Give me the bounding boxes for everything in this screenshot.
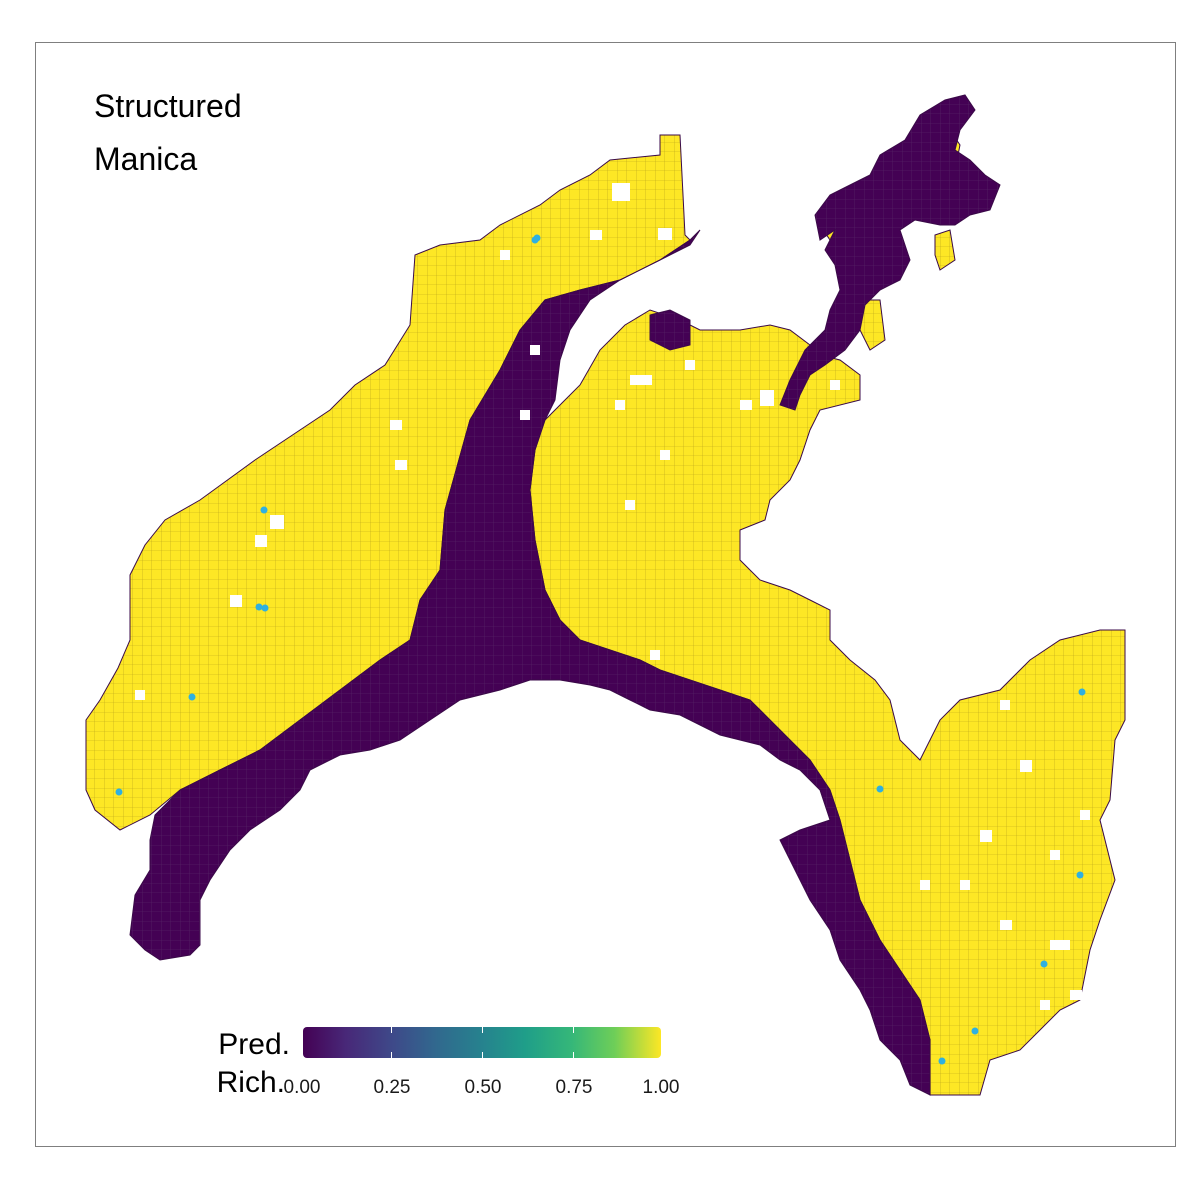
missing-cell (660, 450, 670, 460)
missing-cell (980, 830, 992, 842)
colorbar-tick (482, 1052, 483, 1058)
legend-title-line-1: Pred. (218, 1028, 290, 1061)
missing-cell (612, 183, 630, 201)
missing-cell (595, 320, 611, 336)
missing-cell (625, 500, 635, 510)
colorbar-tick (391, 1027, 392, 1033)
observation-point (1040, 960, 1048, 968)
colorbar-tick (482, 1027, 483, 1033)
missing-cell (920, 880, 930, 890)
legend-colorbar (303, 1027, 661, 1058)
observation-point (260, 506, 268, 514)
observation-point (115, 788, 123, 796)
missing-cell (960, 880, 970, 890)
high-richness-area (529, 309, 1126, 1096)
missing-cell (1000, 920, 1012, 930)
observation-point (1076, 871, 1084, 879)
high-richness-area (934, 229, 956, 271)
missing-cell (500, 250, 510, 260)
map-title-line-2: Manica (94, 141, 198, 177)
missing-cell (615, 400, 625, 410)
observation-point (971, 1027, 979, 1035)
legend-tick-label: 1.00 (642, 1077, 680, 1098)
missing-cell (255, 535, 267, 547)
legend-tick-label: 0.00 (283, 1077, 321, 1098)
missing-cell (230, 595, 242, 607)
low-richness-area (779, 94, 1001, 411)
observation-point (188, 693, 196, 701)
legend-title-line-2: Rich. (216, 1066, 285, 1099)
legend-tick-label: 0.25 (373, 1077, 411, 1098)
missing-cell (530, 345, 540, 355)
missing-cell (1040, 1000, 1050, 1010)
missing-cell (1000, 700, 1010, 710)
missing-cell (740, 400, 752, 410)
missing-cell (1020, 760, 1032, 772)
colorbar-tick (573, 1027, 574, 1033)
colorbar-tick (391, 1052, 392, 1058)
missing-cell (1070, 990, 1082, 1000)
missing-cell (390, 420, 402, 430)
missing-cell (685, 360, 695, 370)
missing-cell (1080, 810, 1090, 820)
low-richness-area (649, 309, 691, 351)
observation-point (1078, 688, 1086, 696)
missing-cell (760, 390, 774, 406)
missing-cell (658, 228, 672, 240)
map-title-line-1: Structured (94, 88, 242, 124)
observation-point (531, 236, 539, 244)
missing-cell (1050, 850, 1060, 860)
legend-tick-label: 0.75 (555, 1077, 593, 1098)
missing-cell (630, 375, 652, 385)
missing-cell (900, 440, 910, 450)
missing-cell (520, 410, 530, 420)
observation-point (261, 604, 269, 612)
colorbar-tick (573, 1052, 574, 1058)
missing-cell (395, 460, 407, 470)
observation-point (255, 603, 263, 611)
missing-cell (135, 690, 145, 700)
low-richness-area (129, 229, 931, 1096)
missing-cell (590, 230, 602, 240)
observation-point (876, 785, 884, 793)
missing-cell (1050, 940, 1070, 950)
missing-cell (650, 650, 660, 660)
missing-cell (270, 515, 284, 529)
observation-point (938, 1057, 946, 1065)
missing-cell (880, 345, 890, 355)
legend-tick-label: 0.50 (464, 1077, 502, 1098)
missing-cell (830, 380, 840, 390)
